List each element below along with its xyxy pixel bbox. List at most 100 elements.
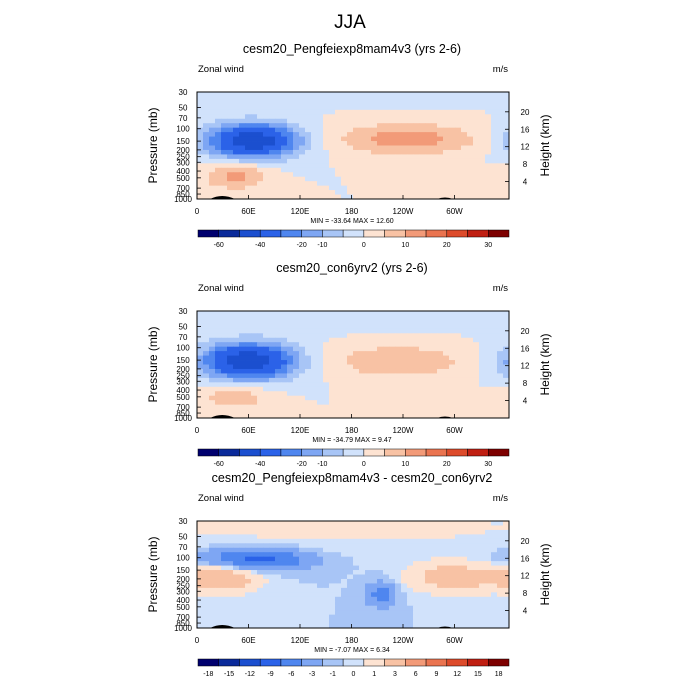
heatmap-cell (305, 574, 312, 580)
heatmap-cell (437, 574, 444, 580)
x-tick-label: 120W (393, 426, 414, 435)
heatmap-cell (197, 145, 204, 151)
heatmap-cell (305, 194, 312, 200)
heatmap-cell (317, 333, 324, 339)
heatmap-cell (395, 181, 402, 187)
heatmap-cell (467, 556, 474, 562)
heatmap-cell (413, 190, 420, 195)
heatmap-cell (305, 100, 312, 106)
heatmap-cell (419, 96, 426, 102)
heatmap-cell (461, 319, 468, 325)
heatmap-cell (239, 328, 246, 334)
heatmap-cell (365, 149, 372, 155)
heatmap-cell (233, 521, 240, 526)
heatmap-cell (305, 382, 312, 388)
heatmap-cell (335, 149, 342, 155)
y-tick-label: 700 (176, 403, 190, 412)
heatmap-cell (473, 368, 480, 374)
heatmap-cell (419, 132, 426, 137)
heatmap-cell (371, 346, 378, 352)
heatmap-cell (371, 324, 378, 330)
heatmap-cell (353, 534, 360, 540)
heatmap-cell (269, 534, 276, 540)
heatmap-cell (323, 547, 330, 553)
heatmap-cell (419, 395, 426, 401)
heatmap-cell (485, 118, 492, 124)
heatmap-cell (317, 176, 324, 182)
heatmap-cell (341, 521, 348, 526)
heatmap-cell (317, 315, 324, 321)
heatmap-cell (491, 614, 498, 620)
colorbar-label: 10 (401, 242, 409, 249)
heatmap-cell (437, 333, 444, 339)
heatmap-cell (377, 158, 384, 164)
heatmap-cell (371, 552, 378, 558)
heatmap-cell (197, 96, 204, 102)
heatmap-cell (467, 382, 474, 388)
heatmap-cell (467, 123, 474, 129)
heatmap-cell (503, 413, 510, 419)
heatmap-cell (383, 185, 390, 191)
heatmap-cell (491, 324, 498, 330)
heatmap-cell (323, 534, 330, 540)
heatmap-cell (293, 342, 300, 348)
heatmap-cell (383, 360, 390, 365)
heatmap-cell (311, 145, 318, 151)
heatmap-cell (443, 409, 450, 414)
heatmap-cell (323, 552, 330, 558)
heatmap-cell (335, 386, 342, 392)
heatmap-cell (467, 172, 474, 178)
heatmap-cell (335, 534, 342, 540)
heatmap-cell (497, 377, 504, 383)
heatmap-cell (293, 172, 300, 178)
heatmap-cell (503, 561, 510, 566)
heatmap-cell (449, 561, 456, 566)
heatmap-cell (293, 185, 300, 191)
heatmap-cell (455, 149, 462, 155)
heatmap-cell (221, 364, 228, 370)
heatmap-cell (431, 525, 438, 531)
heatmap-cell (443, 525, 450, 531)
heatmap-cell (437, 529, 444, 535)
heatmap-cell (401, 114, 408, 120)
heatmap-cell (473, 360, 480, 365)
heatmap-cell (209, 377, 216, 383)
heatmap-cell (365, 190, 372, 195)
heatmap-cell (305, 172, 312, 178)
heatmap-cell (233, 342, 240, 348)
heatmap-cell (293, 364, 300, 370)
heatmap-cell (323, 400, 330, 406)
colorbar-swatch (280, 658, 302, 667)
heatmap-cell (407, 145, 414, 151)
heatmap-cell (491, 547, 498, 553)
heatmap-cell (491, 525, 498, 531)
heatmap-cell (491, 92, 498, 97)
heatmap-cell (245, 360, 252, 365)
y-tick-label: 200 (176, 146, 190, 155)
heatmap-cell (407, 529, 414, 535)
heatmap-cell (281, 145, 288, 151)
heatmap-cell (233, 172, 240, 178)
heatmap-cell (365, 105, 372, 111)
heatmap-cell (359, 570, 366, 575)
heatmap-cell (317, 136, 324, 142)
heatmap-cell (245, 149, 252, 155)
heatmap-cell (347, 534, 354, 540)
heatmap-cell (461, 570, 468, 575)
heatmap-cell (389, 391, 396, 397)
heatmap-cell (215, 351, 222, 356)
heatmap-cell (269, 543, 276, 549)
heatmap-cell (239, 96, 246, 102)
heatmap-cell (461, 163, 468, 169)
heatmap-cell (389, 596, 396, 602)
heatmap-cell (449, 167, 456, 173)
heatmap-cell (347, 118, 354, 124)
heatmap-cell (203, 610, 210, 616)
heatmap-cell (467, 596, 474, 602)
heatmap-cell (503, 525, 510, 531)
heatmap-cell (479, 538, 486, 544)
heatmap-cell (227, 386, 234, 392)
heatmap-cell (257, 552, 264, 558)
heatmap-cell (401, 324, 408, 330)
heatmap-cell (359, 96, 366, 102)
